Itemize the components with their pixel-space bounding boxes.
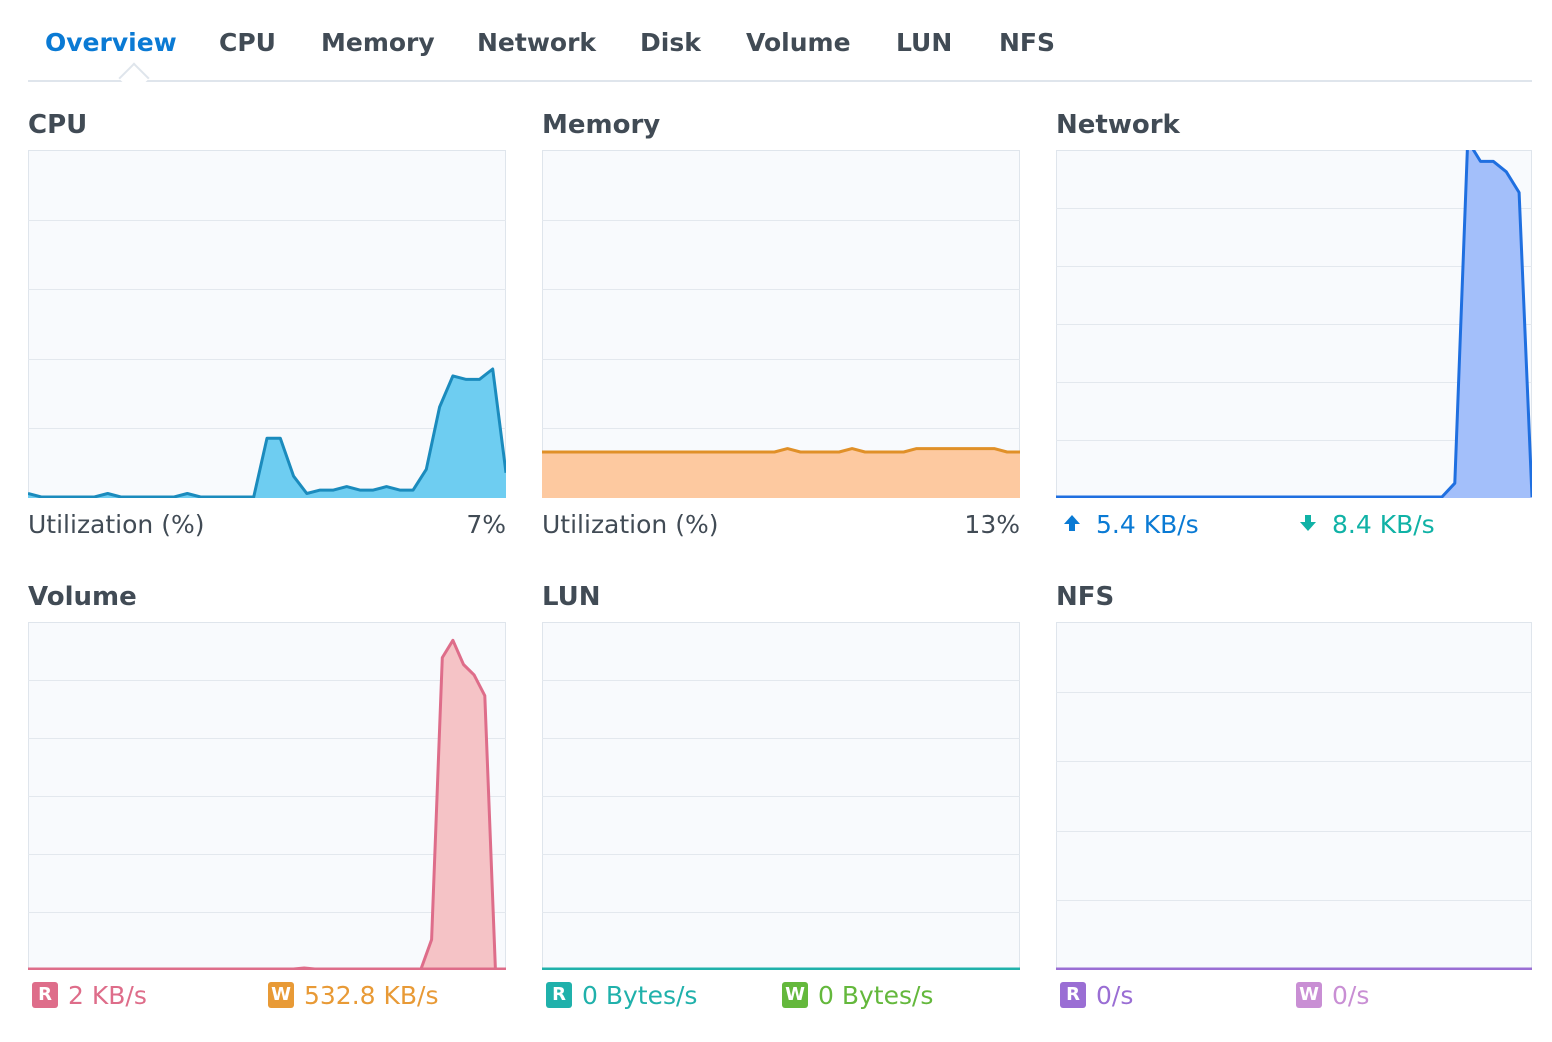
read-badge: R — [546, 982, 572, 1008]
cpu-panel-title: CPU — [28, 110, 88, 140]
volume-write: W 532.8 KB/s — [268, 981, 439, 1010]
tab-bar: Overview CPU Memory Network Disk Volume … — [28, 0, 1532, 94]
tab-overview[interactable]: Overview — [45, 28, 177, 57]
volume-series-1-area — [28, 640, 506, 970]
active-tab-indicator — [118, 62, 150, 94]
nfs-read-value: 0/s — [1096, 981, 1134, 1010]
network-upload: 5.4 KB/s — [1062, 510, 1199, 539]
tab-network[interactable]: Network — [477, 28, 597, 57]
lun-read: R 0 Bytes/s — [546, 981, 697, 1010]
lun-write-value: 0 Bytes/s — [818, 981, 934, 1010]
lun-panel-title: LUN — [542, 582, 601, 612]
nfs-write: W 0/s — [1296, 981, 1369, 1010]
cpu-utilization-label: Utilization (%) — [28, 510, 205, 539]
tab-cpu[interactable]: CPU — [219, 28, 276, 57]
memory-utilization-label: Utilization (%) — [542, 510, 719, 539]
write-badge: W — [268, 982, 294, 1008]
chart-plot-area — [1056, 622, 1532, 970]
network-download: 8.4 KB/s — [1298, 510, 1435, 539]
volume-read-value: 2 KB/s — [68, 981, 147, 1010]
network-series-0-line — [1056, 150, 1532, 498]
tab-nfs[interactable]: NFS — [999, 28, 1056, 57]
memory-series-0-area — [542, 448, 1020, 498]
cpu-series-0-area — [28, 369, 506, 498]
write-badge: W — [782, 982, 808, 1008]
network-series-0-area — [1056, 150, 1532, 498]
chart-plot-area — [542, 150, 1020, 498]
volume-panel-title: Volume — [28, 582, 137, 612]
memory-utilization-value: 13% — [964, 510, 1020, 539]
volume-write-value: 532.8 KB/s — [304, 981, 439, 1010]
memory-series-0-line — [542, 447, 1020, 454]
tab-lun[interactable]: LUN — [896, 28, 953, 57]
read-badge: R — [32, 982, 58, 1008]
cpu-series-0-line — [28, 367, 506, 498]
volume-chart[interactable] — [28, 622, 506, 970]
lun-read-value: 0 Bytes/s — [582, 981, 698, 1010]
memory-chart[interactable] — [542, 150, 1020, 498]
lun-chart[interactable] — [542, 622, 1020, 970]
tab-disk[interactable]: Disk — [640, 28, 701, 57]
arrow-down-icon — [1300, 515, 1316, 531]
write-badge: W — [1296, 982, 1322, 1008]
nfs-panel-title: NFS — [1056, 582, 1115, 612]
volume-read: R 2 KB/s — [32, 981, 147, 1010]
tab-volume[interactable]: Volume — [746, 28, 851, 57]
memory-panel-title: Memory — [542, 110, 661, 140]
tab-memory[interactable]: Memory — [321, 28, 435, 57]
network-upload-value: 5.4 KB/s — [1096, 510, 1199, 539]
nfs-write-value: 0/s — [1332, 981, 1370, 1010]
nfs-read: R 0/s — [1060, 981, 1133, 1010]
network-panel-title: Network — [1056, 110, 1180, 140]
read-badge: R — [1060, 982, 1086, 1008]
cpu-chart[interactable] — [28, 150, 506, 498]
cpu-utilization-value: 7% — [466, 510, 506, 539]
network-download-value: 8.4 KB/s — [1332, 510, 1435, 539]
network-chart[interactable] — [1056, 150, 1532, 498]
nfs-chart[interactable] — [1056, 622, 1532, 970]
arrow-up-icon — [1064, 515, 1080, 531]
lun-write: W 0 Bytes/s — [782, 981, 933, 1010]
